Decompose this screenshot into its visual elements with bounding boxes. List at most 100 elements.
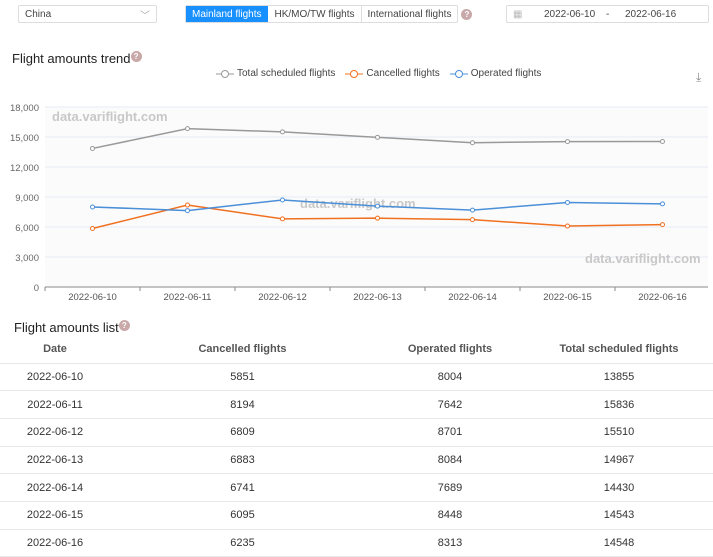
date-start: 2022-06-10	[544, 9, 596, 20]
x-tick-label: 2022-06-10	[68, 292, 117, 303]
table-cell: 15510	[525, 418, 713, 447]
date-end: 2022-06-16	[625, 9, 677, 20]
legend-item[interactable]: Cancelled flights	[345, 68, 440, 79]
column-header: Total scheduled flights	[525, 335, 713, 364]
data-point[interactable]	[90, 145, 95, 151]
legend-item[interactable]: Operated flights	[449, 68, 542, 79]
data-point[interactable]	[185, 208, 190, 214]
table-row: 2022-06-13 6883 8084 14967	[0, 446, 713, 475]
y-tick-label: 15,000	[10, 133, 39, 144]
table-cell: 8004	[375, 363, 525, 392]
table-cell: 2022-06-10	[0, 363, 110, 392]
table-row: 2022-06-16 6235 8313 14548	[0, 529, 713, 557]
table-cell: 14548	[525, 529, 713, 557]
table-cell: 14430	[525, 473, 713, 502]
data-point[interactable]	[660, 201, 665, 207]
column-header: Operated flights	[375, 335, 525, 364]
column-header: Date	[0, 335, 110, 364]
x-tick-label: 2022-06-15	[543, 292, 592, 303]
table-cell: 5851	[110, 363, 375, 392]
chevron-down-icon: ﹀	[140, 11, 150, 22]
data-point[interactable]	[565, 200, 570, 206]
data-point[interactable]	[185, 126, 190, 132]
y-tick-label: 9,000	[15, 193, 39, 204]
chart-legend: Total scheduled flights Cancelled flights…	[216, 68, 541, 79]
data-point[interactable]	[470, 207, 475, 213]
table-cell: 7689	[375, 473, 525, 502]
tab-mainland[interactable]: Mainland flights	[186, 6, 269, 22]
x-tick-label: 2022-06-14	[448, 292, 497, 303]
y-tick-label: 18,000	[10, 103, 39, 114]
trend-chart: 0 3,000 6,000 9,000 12,000 15,000 18,000 2022-0…	[10, 103, 708, 303]
table-cell: 8313	[375, 529, 525, 557]
table-cell: 8194	[110, 390, 375, 419]
x-tick-label: 2022-06-16	[638, 292, 687, 303]
tab-hk-mo-tw[interactable]: HK/MO/TW flights	[268, 6, 362, 22]
data-point[interactable]	[90, 225, 95, 231]
legend-marker-icon	[449, 69, 468, 78]
region-value: China	[25, 9, 52, 20]
help-icon[interactable]: ?	[130, 51, 142, 62]
y-tick-label: 3,000	[15, 253, 39, 264]
data-point[interactable]	[280, 129, 285, 135]
legend-label: Operated flights	[470, 68, 542, 79]
table-cell: 14967	[525, 446, 713, 475]
data-point[interactable]	[565, 223, 570, 229]
table-cell: 2022-06-14	[0, 473, 110, 502]
download-icon[interactable]: ⤓	[696, 70, 702, 84]
data-point[interactable]	[280, 197, 285, 203]
table-cell: 6883	[110, 446, 375, 475]
flight-table: Date Cancelled flights Operated flights Tot…	[0, 335, 713, 557]
data-point[interactable]	[375, 215, 380, 221]
legend-marker-icon	[345, 69, 364, 78]
data-point[interactable]	[660, 222, 665, 228]
table-cell: 6095	[110, 501, 375, 530]
table-row: 2022-06-10 5851 8004 13855	[0, 363, 713, 392]
help-icon[interactable]: ?	[461, 8, 473, 20]
legend-label: Cancelled flights	[366, 68, 440, 79]
table-row: 2022-06-15 6095 8448 14543	[0, 501, 713, 530]
tab-international[interactable]: International flights	[367, 9, 452, 20]
x-tick-label: 2022-06-13	[353, 292, 402, 303]
region-select[interactable]: China ﹀	[18, 5, 157, 23]
table-cell: 14543	[525, 501, 713, 530]
watermark: data.variflight.com	[300, 196, 416, 211]
data-point[interactable]	[470, 217, 475, 223]
date-range-picker[interactable]: ▦ 2022-06-10 - 2022-06-16	[506, 5, 709, 23]
table-cell: 8701	[375, 418, 525, 447]
table-cell: 13855	[525, 363, 713, 392]
y-tick-label: 6,000	[15, 223, 39, 234]
table-cell: 8448	[375, 501, 525, 530]
watermark: data.variflight.com	[585, 251, 701, 266]
table-cell: 2022-06-13	[0, 446, 110, 475]
date-separator: -	[606, 9, 610, 20]
legend-label: Total scheduled flights	[237, 68, 336, 79]
data-point[interactable]	[280, 216, 285, 222]
watermark: data.variflight.com	[52, 109, 168, 124]
x-tick-label: 2022-06-12	[258, 292, 307, 303]
table-cell: 6809	[110, 418, 375, 447]
table-row: 2022-06-14 6741 7689 14430	[0, 473, 713, 502]
data-point[interactable]	[375, 203, 380, 209]
table-cell: 6235	[110, 529, 375, 557]
list-title: Flight amounts list?	[14, 320, 130, 335]
x-tick-label: 2022-06-11	[164, 292, 212, 303]
trend-title: Flight amounts trend?	[12, 51, 142, 66]
data-point[interactable]	[90, 204, 95, 210]
table-cell: 2022-06-12	[0, 418, 110, 447]
table-cell: 2022-06-11	[0, 390, 110, 419]
help-icon[interactable]: ?	[118, 320, 130, 331]
data-point[interactable]	[565, 139, 570, 145]
flight-type-tabs: Mainland flights HK/MO/TW flights Intern…	[185, 5, 459, 23]
data-point[interactable]	[185, 202, 190, 208]
y-tick-label: 0	[34, 283, 39, 294]
data-point[interactable]	[470, 140, 475, 146]
column-header: Cancelled flights	[110, 335, 375, 364]
table-cell: 2022-06-16	[0, 529, 110, 557]
legend-item[interactable]: Total scheduled flights	[216, 68, 335, 79]
table-cell: 8084	[375, 446, 525, 475]
legend-marker-icon	[216, 69, 234, 78]
data-point[interactable]	[660, 139, 665, 145]
flight-type-bar: Mainland flights HK/MO/TW flights Intern…	[185, 5, 473, 23]
data-point[interactable]	[375, 134, 380, 140]
